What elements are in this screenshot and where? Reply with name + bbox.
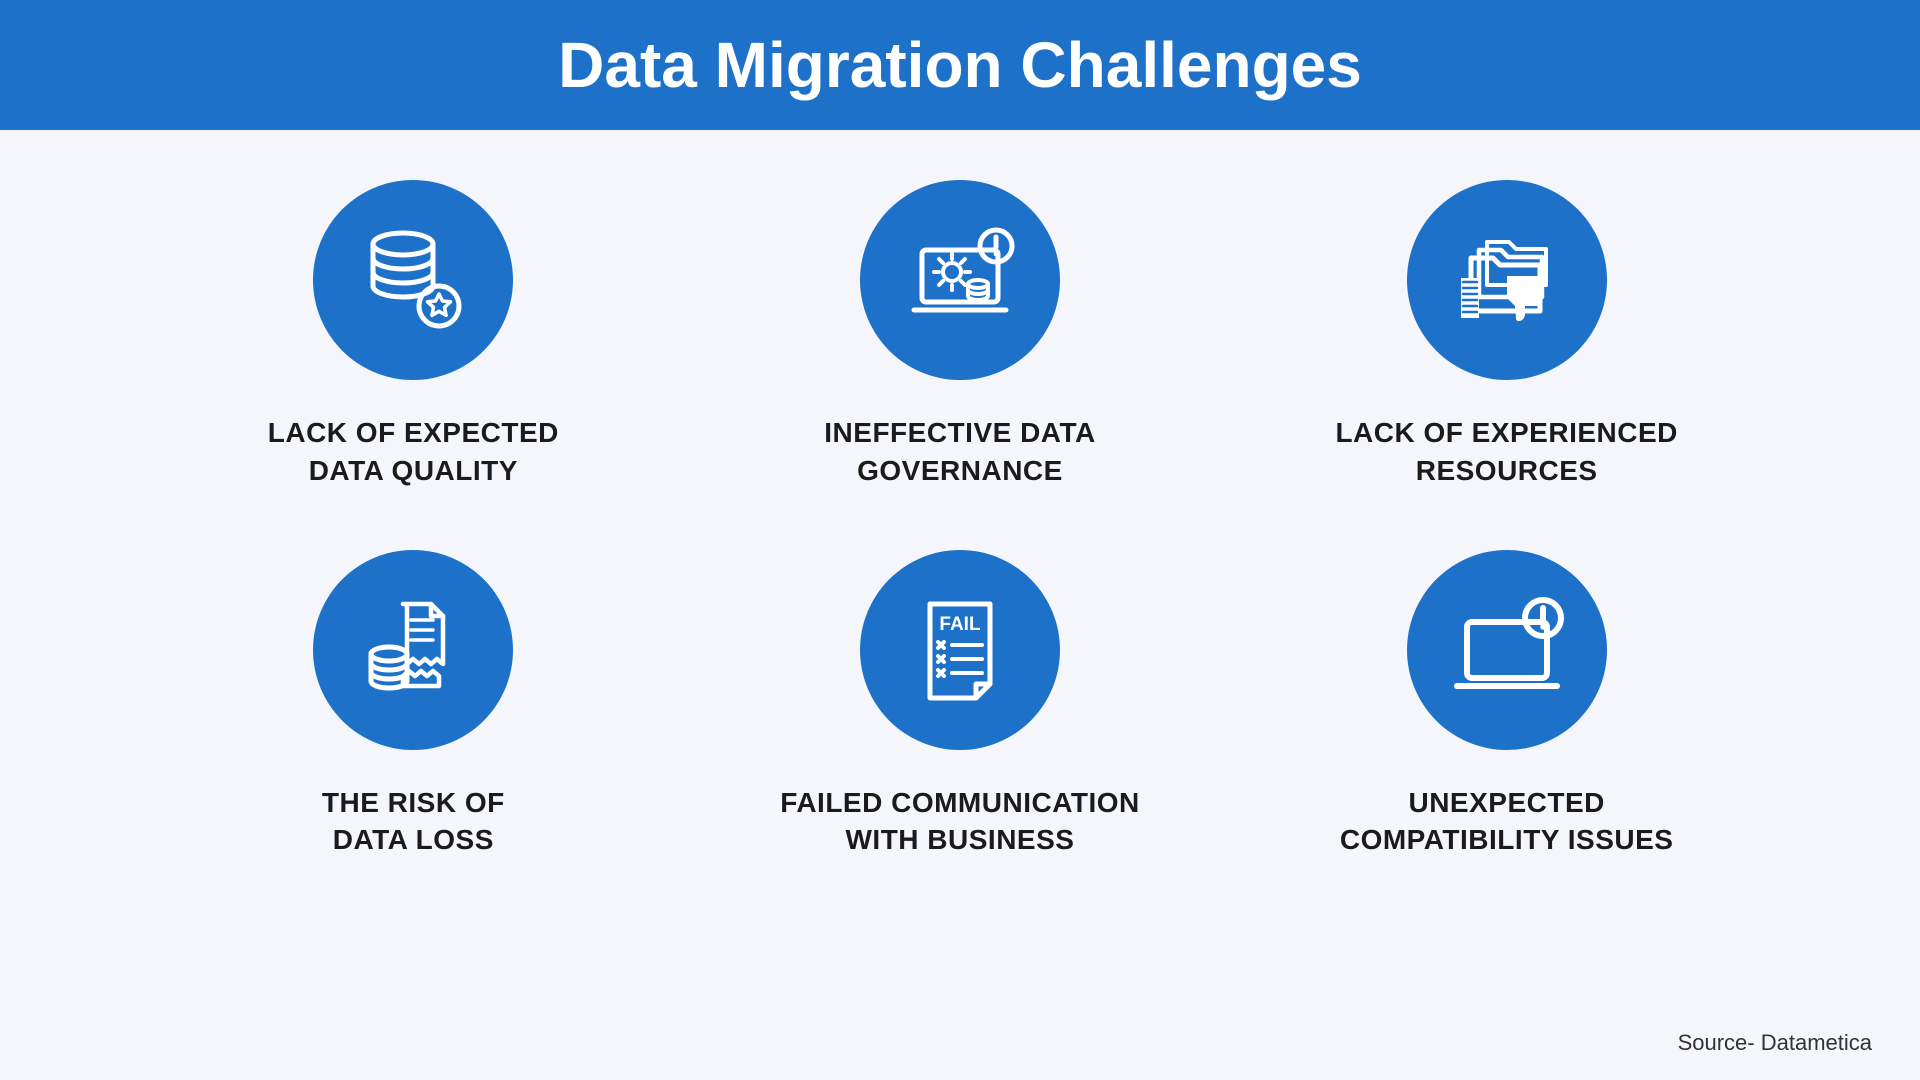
card-label: INEFFECTIVE DATA GOVERNANCE <box>824 414 1095 490</box>
source-attribution: Source- Datametica <box>1678 1030 1872 1056</box>
torn-document-coins-icon <box>313 550 513 750</box>
card-communication: FAIL FAILED COMMUNICATION WITH BUSINESS <box>727 550 1194 860</box>
fail-document-icon: FAIL <box>860 550 1060 750</box>
folders-thumbs-down-icon <box>1407 180 1607 380</box>
svg-text:FAIL: FAIL <box>939 614 981 635</box>
card-governance: INEFFECTIVE DATA GOVERNANCE <box>727 180 1194 490</box>
card-data-loss: THE RISK OF DATA LOSS <box>180 550 647 860</box>
card-compatibility: UNEXPECTED COMPATIBILITY ISSUES <box>1273 550 1740 860</box>
card-label: THE RISK OF DATA LOSS <box>322 784 505 860</box>
page-title: Data Migration Challenges <box>558 28 1362 102</box>
laptop-gear-alert-icon <box>860 180 1060 380</box>
card-data-quality: LACK OF EXPECTED DATA QUALITY <box>180 180 647 490</box>
challenges-grid: LACK OF EXPECTED DATA QUALITY INEFFECTIV… <box>0 130 1920 899</box>
card-label: UNEXPECTED COMPATIBILITY ISSUES <box>1340 784 1674 860</box>
card-resources: LACK OF EXPERIENCED RESOURCES <box>1273 180 1740 490</box>
card-label: LACK OF EXPECTED DATA QUALITY <box>268 414 559 490</box>
database-star-icon <box>313 180 513 380</box>
card-label: LACK OF EXPERIENCED RESOURCES <box>1335 414 1677 490</box>
card-label: FAILED COMMUNICATION WITH BUSINESS <box>780 784 1139 860</box>
laptop-alert-icon <box>1407 550 1607 750</box>
header: Data Migration Challenges <box>0 0 1920 130</box>
